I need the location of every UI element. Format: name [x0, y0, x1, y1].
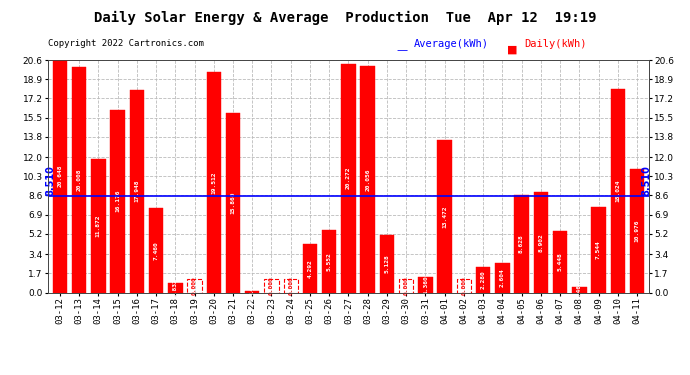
- Text: 5.128: 5.128: [384, 254, 389, 273]
- Text: 7.460: 7.460: [154, 241, 159, 260]
- Text: 0.000: 0.000: [404, 276, 408, 295]
- Bar: [149, 208, 164, 292]
- Bar: [611, 89, 625, 292]
- Text: 0.000: 0.000: [462, 276, 466, 295]
- Bar: [245, 291, 259, 292]
- Text: 8.510: 8.510: [642, 166, 651, 196]
- Text: 0.000: 0.000: [269, 276, 274, 295]
- Bar: [168, 283, 182, 292]
- Text: 20.056: 20.056: [365, 168, 371, 190]
- Text: 17.948: 17.948: [135, 180, 139, 203]
- Bar: [572, 287, 586, 292]
- Bar: [72, 67, 86, 292]
- Text: 0.000: 0.000: [288, 276, 293, 295]
- Text: 15.860: 15.860: [230, 192, 235, 214]
- Text: 2.280: 2.280: [481, 270, 486, 289]
- Bar: [91, 159, 106, 292]
- Bar: [130, 90, 144, 292]
- Text: Copyright 2022 Cartronics.com: Copyright 2022 Cartronics.com: [48, 39, 204, 48]
- Text: 20.008: 20.008: [77, 168, 81, 191]
- Text: 8.628: 8.628: [519, 234, 524, 253]
- Bar: [206, 72, 221, 292]
- Text: 4.292: 4.292: [308, 259, 313, 278]
- Bar: [591, 207, 606, 292]
- Text: 11.872: 11.872: [96, 214, 101, 237]
- Text: 8.902: 8.902: [538, 233, 543, 252]
- Text: 0.464: 0.464: [577, 280, 582, 299]
- Text: 5.552: 5.552: [326, 252, 332, 270]
- Bar: [342, 64, 355, 292]
- Bar: [226, 114, 240, 292]
- Bar: [418, 277, 433, 292]
- Text: 20.272: 20.272: [346, 167, 351, 189]
- Bar: [360, 66, 375, 292]
- Text: ■: ■: [507, 45, 518, 55]
- Text: 20.648: 20.648: [57, 165, 62, 187]
- Text: Average(kWh): Average(kWh): [414, 39, 489, 50]
- Bar: [515, 195, 529, 292]
- Bar: [553, 231, 567, 292]
- Text: Daily Solar Energy & Average  Production  Tue  Apr 12  19:19: Daily Solar Energy & Average Production …: [94, 11, 596, 26]
- Bar: [110, 110, 125, 292]
- Bar: [322, 230, 337, 292]
- Text: 18.024: 18.024: [615, 180, 620, 202]
- Bar: [476, 267, 491, 292]
- Bar: [533, 192, 548, 292]
- Text: 1.360: 1.360: [423, 276, 428, 294]
- Text: 16.176: 16.176: [115, 190, 120, 213]
- Text: Daily(kWh): Daily(kWh): [524, 39, 587, 50]
- Text: 19.512: 19.512: [211, 171, 216, 194]
- Text: 0.832: 0.832: [172, 278, 178, 297]
- Text: 0.148: 0.148: [250, 282, 255, 301]
- Bar: [380, 235, 394, 292]
- Bar: [52, 60, 67, 292]
- Text: 2.604: 2.604: [500, 268, 505, 287]
- Text: 8.510: 8.510: [46, 166, 55, 196]
- Bar: [495, 263, 510, 292]
- Bar: [630, 169, 644, 292]
- Text: 10.976: 10.976: [635, 219, 640, 242]
- Text: 13.472: 13.472: [442, 205, 447, 228]
- Bar: [437, 141, 452, 292]
- Text: 5.448: 5.448: [558, 252, 562, 271]
- Text: 0.000: 0.000: [192, 276, 197, 295]
- Text: 7.544: 7.544: [596, 240, 601, 259]
- Text: —: —: [397, 45, 408, 55]
- Bar: [303, 244, 317, 292]
